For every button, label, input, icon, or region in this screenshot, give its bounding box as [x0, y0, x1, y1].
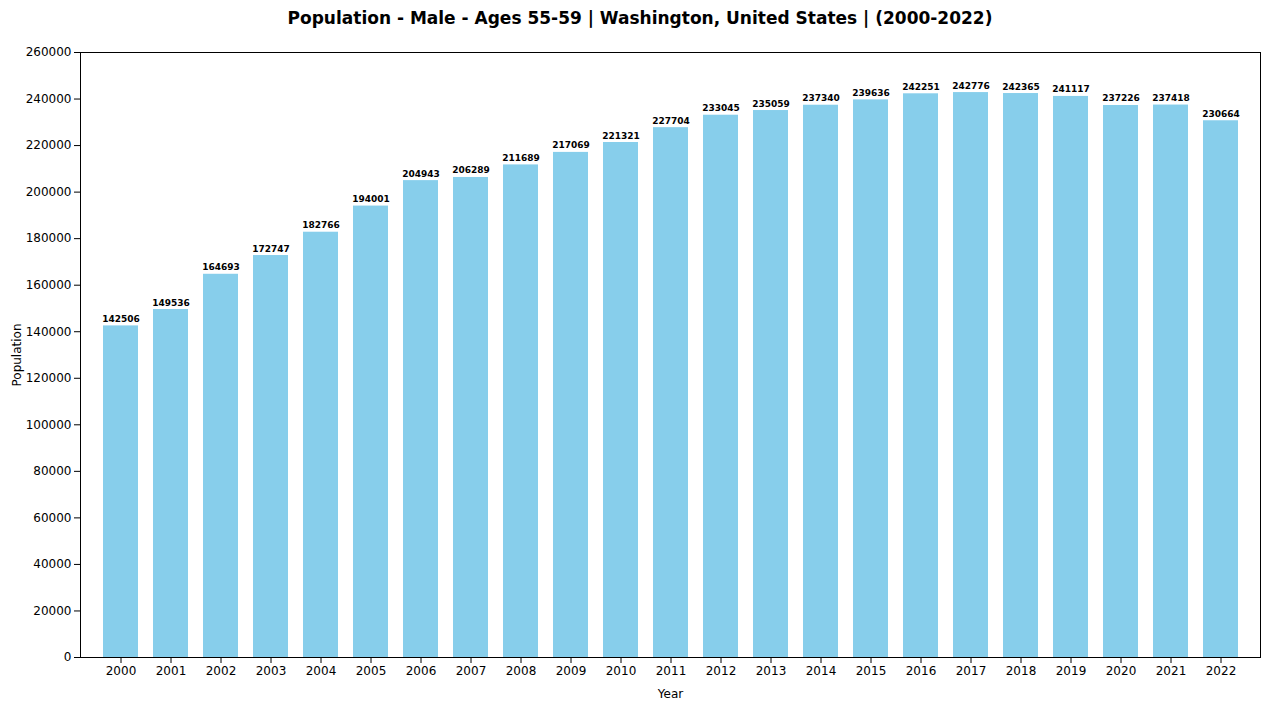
svg-text:260000: 260000 — [26, 45, 72, 59]
svg-text:149536: 149536 — [152, 298, 190, 308]
svg-text:194001: 194001 — [352, 194, 390, 204]
svg-text:142506: 142506 — [102, 314, 140, 324]
svg-text:2003: 2003 — [256, 664, 287, 678]
svg-text:2004: 2004 — [306, 664, 337, 678]
svg-text:200000: 200000 — [26, 185, 72, 199]
svg-text:2012: 2012 — [706, 664, 737, 678]
svg-text:2022: 2022 — [1206, 664, 1237, 678]
svg-text:2010: 2010 — [606, 664, 637, 678]
svg-text:2000: 2000 — [106, 664, 137, 678]
svg-text:180000: 180000 — [26, 231, 72, 245]
svg-text:206289: 206289 — [452, 165, 490, 175]
svg-text:240000: 240000 — [26, 92, 72, 106]
svg-text:2009: 2009 — [556, 664, 587, 678]
svg-text:242365: 242365 — [1002, 82, 1040, 92]
svg-text:217069: 217069 — [552, 140, 590, 150]
svg-text:2005: 2005 — [356, 664, 387, 678]
svg-text:182766: 182766 — [302, 220, 340, 230]
svg-text:20000: 20000 — [33, 604, 71, 618]
svg-text:160000: 160000 — [26, 278, 72, 292]
svg-text:2018: 2018 — [1006, 664, 1037, 678]
svg-text:2014: 2014 — [806, 664, 837, 678]
svg-text:204943: 204943 — [402, 169, 440, 179]
svg-text:211689: 211689 — [502, 153, 540, 163]
svg-text:2011: 2011 — [656, 664, 687, 678]
svg-text:220000: 220000 — [26, 138, 72, 152]
svg-text:2013: 2013 — [756, 664, 787, 678]
svg-text:2017: 2017 — [956, 664, 987, 678]
svg-text:0: 0 — [64, 650, 72, 664]
svg-text:2008: 2008 — [506, 664, 537, 678]
svg-text:2006: 2006 — [406, 664, 437, 678]
svg-text:237226: 237226 — [1102, 93, 1140, 103]
svg-text:2001: 2001 — [156, 664, 187, 678]
svg-text:60000: 60000 — [33, 511, 71, 525]
svg-text:237340: 237340 — [802, 93, 840, 103]
svg-text:164693: 164693 — [202, 262, 240, 272]
svg-text:221321: 221321 — [602, 131, 640, 141]
svg-text:172747: 172747 — [252, 244, 290, 254]
svg-text:2002: 2002 — [206, 664, 237, 678]
svg-text:241117: 241117 — [1052, 84, 1090, 94]
svg-text:Year: Year — [657, 687, 683, 701]
svg-text:242776: 242776 — [952, 81, 990, 91]
svg-text:80000: 80000 — [33, 464, 71, 478]
svg-text:2019: 2019 — [1056, 664, 1087, 678]
svg-text:239636: 239636 — [852, 88, 890, 98]
svg-text:120000: 120000 — [26, 371, 72, 385]
html-text:Population - Male - Ages 55-59: Population - Male - Ages 55-59 | Washing… — [287, 8, 993, 28]
svg-text:2015: 2015 — [856, 664, 887, 678]
svg-text:2007: 2007 — [456, 664, 487, 678]
svg-text:140000: 140000 — [26, 325, 72, 339]
svg-text:237418: 237418 — [1152, 93, 1190, 103]
svg-text:100000: 100000 — [26, 418, 72, 432]
svg-text:235059: 235059 — [752, 99, 790, 109]
svg-text:242251: 242251 — [902, 82, 940, 92]
svg-text:2020: 2020 — [1106, 664, 1137, 678]
svg-text:2021: 2021 — [1156, 664, 1187, 678]
svg-text:Population: Population — [10, 323, 24, 386]
svg-text:230664: 230664 — [1202, 109, 1240, 119]
svg-text:227704: 227704 — [652, 116, 690, 126]
svg-text:2016: 2016 — [906, 664, 937, 678]
svg-text:233045: 233045 — [702, 103, 740, 113]
svg-text:40000: 40000 — [33, 557, 71, 571]
